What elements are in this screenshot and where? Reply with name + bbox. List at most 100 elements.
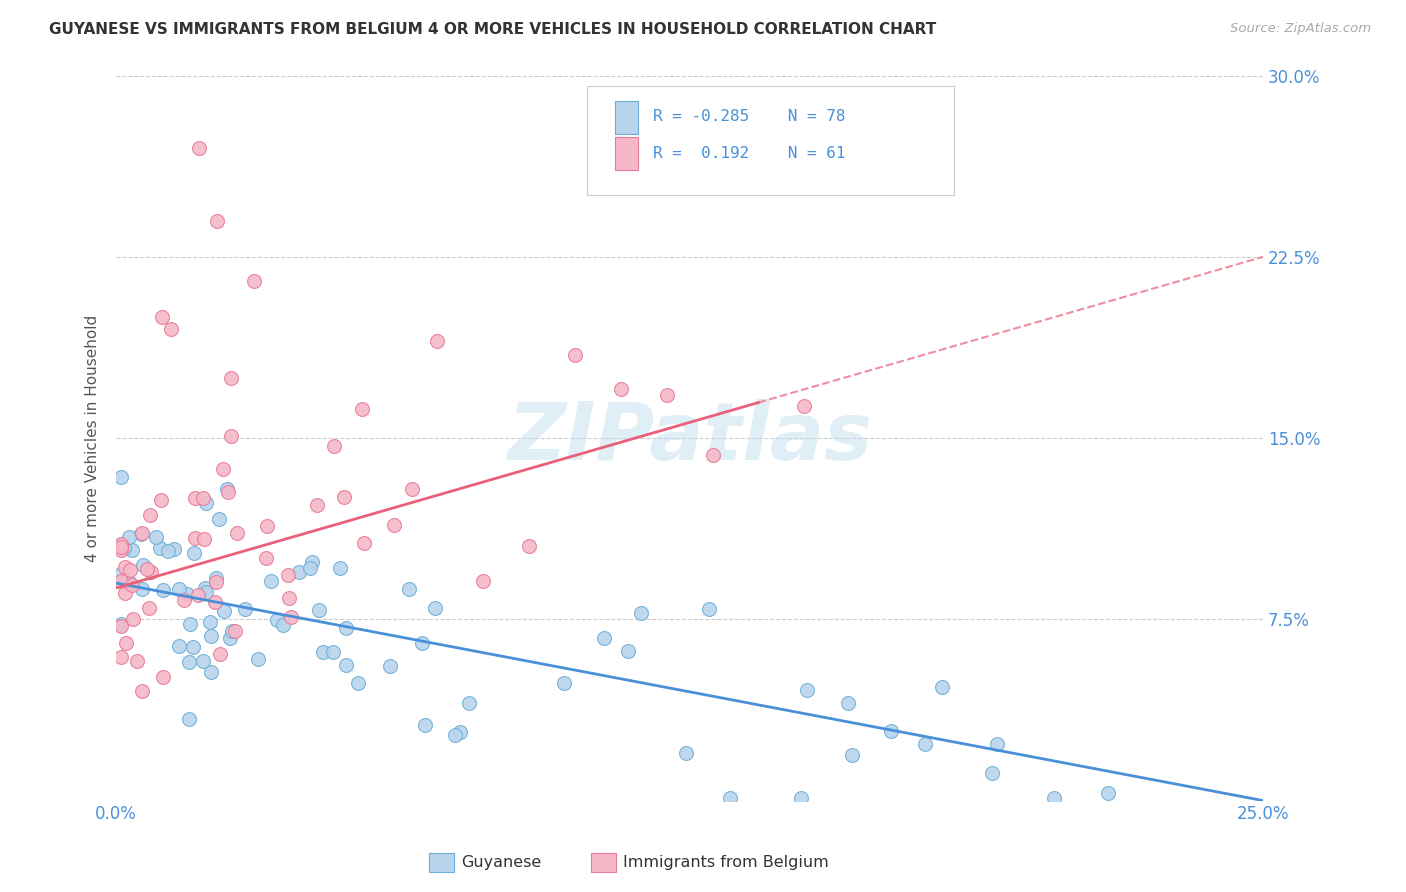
Point [472, 574, 495, 589]
Point [841, 747, 863, 762]
Point [193, 654, 215, 668]
Point [179, 655, 201, 669]
Point [181, 640, 204, 654]
Point [308, 603, 330, 617]
Point [152, 583, 174, 598]
Text: Immigrants from Belgium: Immigrants from Belgium [623, 855, 828, 870]
Point [675, 746, 697, 760]
Point [204, 595, 226, 609]
Point [152, 670, 174, 684]
Point [150, 310, 173, 325]
Point [553, 675, 575, 690]
Text: R = -0.285    N = 78: R = -0.285 N = 78 [652, 110, 845, 124]
Point [260, 574, 283, 589]
Point [131, 582, 153, 596]
Point [398, 582, 420, 597]
Point [208, 511, 231, 525]
Point [115, 636, 138, 650]
Point [110, 539, 132, 553]
Point [277, 568, 299, 582]
Point [121, 578, 143, 592]
Point [225, 526, 247, 541]
Point [136, 561, 159, 575]
Point [110, 649, 132, 664]
Point [273, 618, 295, 632]
Point [411, 636, 433, 650]
Point [931, 680, 953, 694]
Point [122, 612, 145, 626]
Point [256, 518, 278, 533]
Point [224, 624, 246, 639]
Point [204, 575, 226, 590]
Point [110, 574, 132, 588]
Text: R =  0.192    N = 61: R = 0.192 N = 61 [652, 145, 845, 161]
Point [1097, 786, 1119, 800]
Text: GUYANESE VS IMMIGRANTS FROM BELGIUM 4 OR MORE VEHICLES IN HOUSEHOLD CORRELATION : GUYANESE VS IMMIGRANTS FROM BELGIUM 4 OR… [49, 22, 936, 37]
Point [266, 613, 288, 627]
Point [322, 645, 344, 659]
Point [156, 543, 179, 558]
Point [718, 791, 741, 805]
Text: ZIPatlas: ZIPatlas [508, 399, 872, 477]
Point [233, 602, 256, 616]
Point [630, 606, 652, 620]
Point [139, 565, 162, 579]
Point [112, 541, 135, 555]
Text: Guyanese: Guyanese [461, 855, 541, 870]
Point [167, 582, 190, 596]
Point [790, 791, 813, 805]
Point [139, 508, 162, 523]
Point [219, 631, 242, 645]
Point [121, 543, 143, 558]
Point [163, 541, 186, 556]
Point [219, 370, 242, 384]
Point [176, 587, 198, 601]
Point [125, 654, 148, 668]
Point [217, 485, 239, 500]
Point [219, 429, 242, 443]
Point [114, 586, 136, 600]
Point [564, 348, 586, 362]
Point [353, 536, 375, 550]
Point [280, 610, 302, 624]
Point [655, 388, 678, 402]
Point [914, 737, 936, 751]
Point [187, 141, 209, 155]
Bar [616, 101, 638, 134]
Point [200, 665, 222, 679]
Point [110, 543, 132, 558]
Point [187, 588, 209, 602]
Point [183, 491, 205, 505]
Point [200, 629, 222, 643]
Text: Source: ZipAtlas.com: Source: ZipAtlas.com [1230, 22, 1371, 36]
Point [312, 645, 335, 659]
Point [378, 659, 401, 673]
Point [1043, 791, 1066, 805]
Point [120, 576, 142, 591]
Point [347, 676, 370, 690]
Point [208, 648, 231, 662]
Point [110, 619, 132, 633]
Point [194, 581, 217, 595]
Point [205, 213, 228, 227]
Point [335, 658, 357, 673]
Point [149, 541, 172, 555]
Point [413, 718, 436, 732]
Point [149, 493, 172, 508]
Point [702, 448, 724, 462]
Point [167, 639, 190, 653]
Point [350, 402, 373, 417]
Point [981, 765, 1004, 780]
Point [183, 546, 205, 560]
Point [793, 399, 815, 413]
Point [443, 728, 465, 742]
Point [335, 621, 357, 635]
Point [173, 593, 195, 607]
Point [333, 491, 356, 505]
Point [120, 563, 142, 577]
Point [593, 632, 616, 646]
Point [193, 532, 215, 546]
Point [322, 439, 344, 453]
Point [110, 616, 132, 631]
Point [221, 624, 243, 638]
